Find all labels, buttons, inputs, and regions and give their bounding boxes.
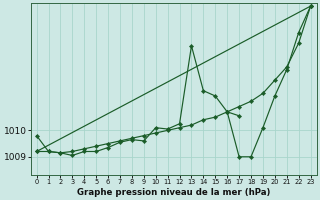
- X-axis label: Graphe pression niveau de la mer (hPa): Graphe pression niveau de la mer (hPa): [77, 188, 270, 197]
